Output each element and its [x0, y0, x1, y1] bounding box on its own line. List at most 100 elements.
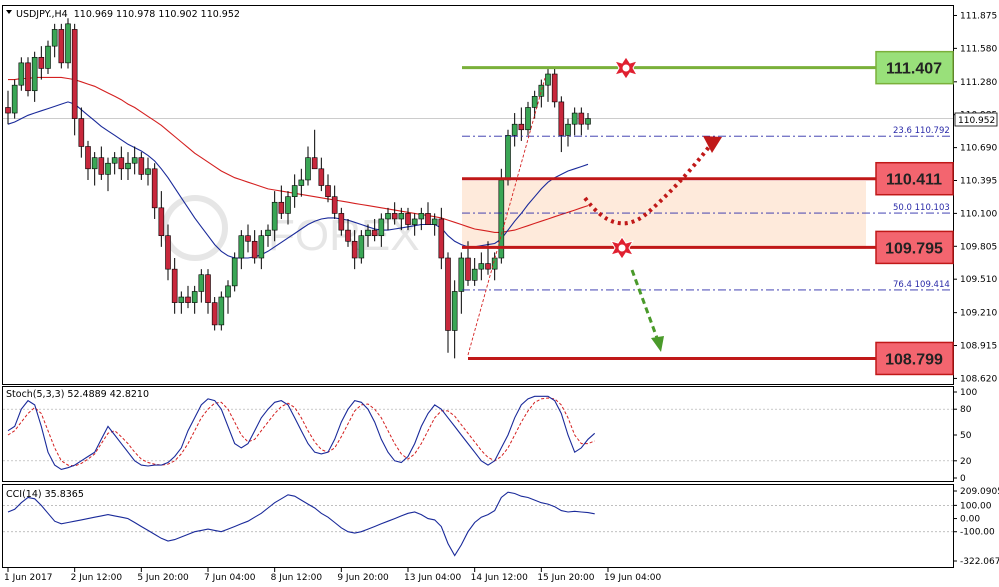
- time-tick-label: 15 Jun 20:00: [537, 573, 594, 583]
- candle-body: [205, 274, 211, 303]
- candle-body: [131, 157, 138, 164]
- candle-body: [351, 240, 358, 259]
- cci-tick-label: 0.00: [960, 515, 980, 525]
- price-tick-label: 108.620: [960, 374, 997, 384]
- candle-body: [198, 274, 205, 292]
- candle-body: [378, 218, 385, 236]
- fib-level-label: 76.4 109.414: [893, 280, 950, 290]
- stoch-tick-label: 50: [960, 431, 972, 441]
- candle-body: [45, 45, 51, 69]
- candle-body: [285, 196, 291, 214]
- fast-ma-line: [7, 101, 589, 259]
- burst-icon: [613, 56, 639, 80]
- candle-body: [325, 185, 331, 197]
- candle-body: [85, 146, 91, 170]
- price-tick-label: 111.875: [960, 11, 997, 21]
- candle-body: [278, 201, 285, 214]
- cci-line: [7, 491, 595, 557]
- candle-body: [358, 235, 365, 259]
- cci-tick-label: -100.00: [960, 528, 995, 538]
- candle-body: [391, 213, 398, 220]
- candle-body: [571, 112, 578, 125]
- candle-body: [78, 118, 85, 147]
- candle-body: [505, 135, 511, 181]
- bounce-up-arrow-head: [703, 136, 722, 153]
- candle-body: [365, 229, 371, 236]
- candle-body: [511, 123, 518, 136]
- current-price-label: 110.952: [958, 116, 995, 126]
- symbol-menu-icon[interactable]: [6, 10, 12, 14]
- price-zone: [462, 181, 866, 249]
- candle-body: [518, 123, 525, 131]
- time-tick-label: 2 Jun 12:00: [71, 573, 123, 583]
- candle-body: [191, 291, 198, 303]
- candle-body: [318, 168, 325, 186]
- candle-body: [445, 257, 451, 331]
- candle-body: [465, 257, 471, 281]
- candle-body: [25, 62, 31, 92]
- time-tick-label: 1 Jun 2017: [4, 573, 52, 583]
- candle-body: [165, 235, 171, 270]
- candle-body: [531, 96, 538, 108]
- candle-body: [558, 101, 565, 136]
- cci-tick-label: -322.0671: [960, 557, 999, 567]
- price-tick-label: 110.395: [960, 177, 997, 187]
- level-box: [875, 50, 954, 85]
- time-tick-label: 5 Jun 20:00: [137, 573, 189, 583]
- candle-body: [251, 240, 258, 259]
- candle-body: [298, 179, 305, 186]
- burst-icon: [609, 236, 635, 260]
- candle-body: [345, 229, 351, 242]
- candle-body: [438, 218, 445, 259]
- candle-body: [398, 213, 405, 220]
- candle-body: [105, 162, 111, 175]
- price-tick-label: 110.690: [960, 144, 997, 154]
- price-tick-label: 109.510: [960, 275, 997, 285]
- candle-body: [118, 157, 125, 170]
- price-tick-label: 109.210: [960, 309, 997, 319]
- price-tick-label: 108.915: [960, 342, 997, 352]
- price-tick-label: 111.280: [960, 78, 997, 88]
- candle-body: [65, 23, 71, 64]
- candle-body: [238, 235, 245, 259]
- candle-body: [98, 157, 105, 175]
- time-tick-label: 8 Jun 12:00: [271, 573, 323, 583]
- current-price-box: [954, 112, 998, 127]
- candle-body: [11, 84, 18, 114]
- stoch-pane-frame: [2, 386, 954, 482]
- candle-body: [538, 84, 545, 97]
- candle-body: [245, 235, 251, 242]
- break-down-arrow: [630, 269, 659, 339]
- candle-body: [491, 257, 498, 270]
- candle-body: [125, 162, 131, 170]
- stoch-tick-label: 20: [960, 457, 972, 467]
- stoch-main-line: [7, 395, 596, 470]
- candle-body: [451, 291, 458, 331]
- candle-body: [418, 213, 425, 220]
- symbol-label: USDJPY.,H4: [16, 9, 68, 20]
- fib-level-label: 23.6 110.792: [893, 126, 950, 136]
- time-tick-label: 19 Jun 04:00: [604, 573, 661, 583]
- candle-body: [578, 112, 585, 125]
- candle-body: [185, 296, 191, 303]
- candle-body: [145, 168, 151, 175]
- candle-body: [51, 29, 58, 47]
- stoch-signal-line: [7, 397, 595, 467]
- cci-tick-label: 100.00: [960, 501, 992, 511]
- ohlc-values: 110.969 110.978 110.902 110.952: [74, 9, 240, 20]
- price-tick-label: 110.100: [960, 209, 997, 219]
- candle-body: [171, 268, 178, 303]
- candle-body: [291, 185, 298, 197]
- candle-body: [5, 107, 11, 114]
- candle-body: [305, 157, 311, 181]
- candle-body: [71, 29, 78, 119]
- candle-body: [425, 213, 431, 225]
- break-down-arrow-head: [651, 336, 664, 352]
- cci-label: CCI(14) 35.8365: [6, 489, 84, 500]
- candle-body: [271, 201, 278, 231]
- time-tick-label: 13 Jun 04:00: [404, 573, 461, 583]
- level-label: 109.795: [885, 240, 943, 257]
- stoch-tick-label: 100: [960, 388, 977, 398]
- candle-body: [551, 73, 558, 103]
